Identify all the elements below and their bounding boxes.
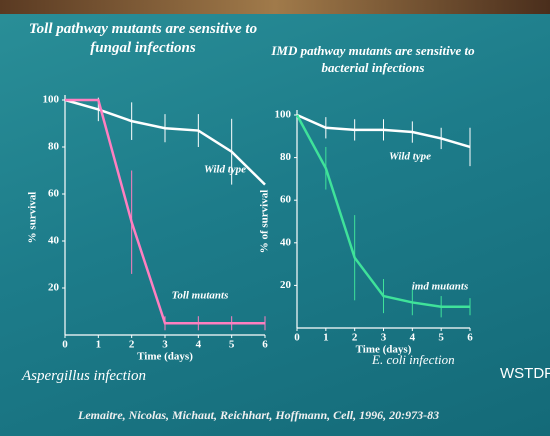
y-tick-label: 20 [280, 279, 292, 291]
ceiling [0, 0, 550, 14]
y-tick-label: 40 [280, 236, 292, 248]
series-line [295, 114, 470, 308]
x-tick-label: 3 [381, 332, 387, 344]
y-tick-label: 60 [280, 194, 292, 206]
x-tick-label: 0 [62, 339, 68, 351]
x-tick-label: 1 [323, 332, 329, 344]
y-tick-label: 80 [48, 141, 60, 153]
y-tick-label: 60 [48, 188, 60, 200]
chart-title: Toll pathway mutants are sensitive to fu… [28, 21, 258, 56]
x-axis-label: Time (days) [137, 351, 193, 363]
x-tick-label: 2 [352, 332, 358, 344]
y-axis-label: % survival [27, 192, 39, 244]
y-tick-label: 100 [43, 94, 60, 106]
logo: WSTDF [500, 365, 550, 382]
series-label: Wild type [389, 151, 431, 163]
series-label: imd mutants [412, 281, 469, 293]
y-tick-label: 100 [275, 109, 292, 121]
x-tick-label: 6 [262, 339, 268, 351]
series-label: Toll mutants [172, 290, 229, 302]
x-tick-label: 6 [467, 332, 473, 344]
chart-title: IMD pathway mutants are sensitive to bac… [271, 43, 475, 75]
y-axis-label: % of survival [259, 190, 271, 254]
x-tick-label: 5 [438, 332, 444, 344]
x-tick-label: 1 [96, 339, 102, 351]
x-axis-label: Time (days) [356, 344, 412, 356]
annotation: Aspergillus infection [22, 368, 147, 384]
citation: Lemaitre, Nicolas, Michaut, Reichhart, H… [78, 408, 440, 422]
x-tick-label: 5 [229, 339, 235, 351]
x-tick-label: 2 [129, 339, 135, 351]
y-tick-label: 20 [48, 282, 60, 294]
x-tick-label: 0 [294, 332, 300, 344]
y-tick-label: 80 [280, 151, 292, 163]
annotation: E. coli infection [372, 352, 455, 367]
series-label: Wild type [204, 164, 246, 176]
x-tick-label: 4 [410, 332, 416, 344]
y-tick-label: 40 [48, 235, 60, 247]
x-tick-label: 3 [162, 339, 168, 351]
x-tick-label: 4 [196, 339, 202, 351]
